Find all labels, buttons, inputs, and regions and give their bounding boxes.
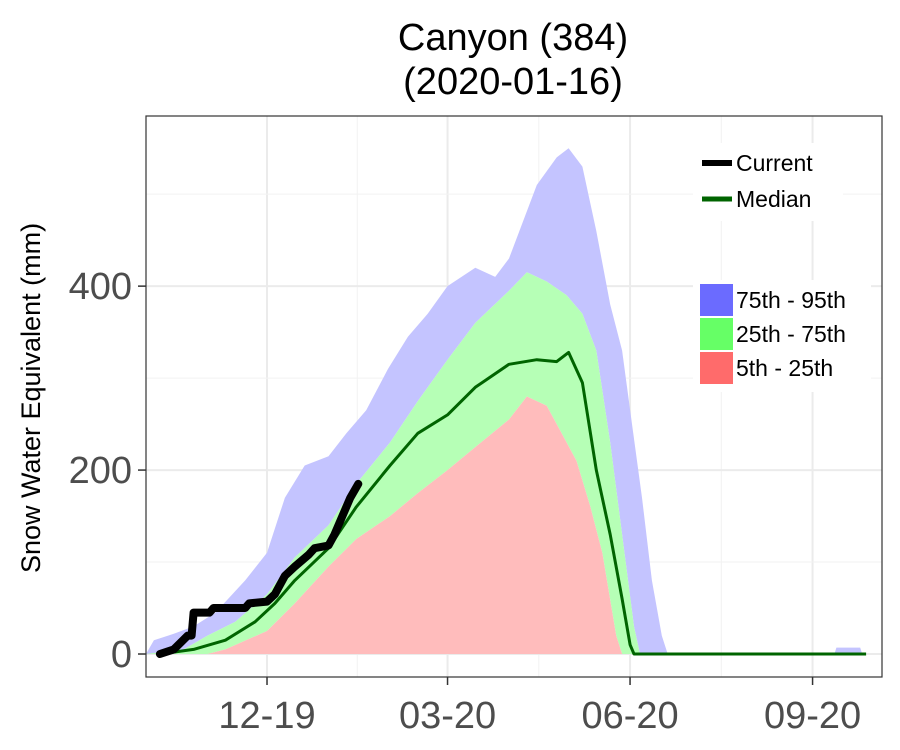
legend-fill-swatch: [700, 318, 733, 350]
x-tick-label: 03-20: [399, 695, 496, 737]
legend-fill-label: 5th - 25th: [736, 355, 833, 381]
chart-subtitle: (2020-01-16): [403, 61, 623, 103]
x-tick-label: 12-19: [218, 695, 315, 737]
band-75th-95th: [146, 148, 863, 654]
legend-lines-box: [693, 143, 843, 221]
legend-line-label: Current: [736, 150, 813, 176]
legend-fill-label: 25th - 75th: [736, 321, 846, 347]
y-tick-label: 0: [111, 634, 132, 676]
legend-fill-swatch: [700, 352, 733, 384]
band-5th-25th: [146, 396, 623, 654]
current-line: [155, 479, 363, 658]
y-tick-label: 200: [69, 450, 132, 492]
x-tick-label: 09-20: [764, 695, 861, 737]
legend-fill-swatch: [700, 284, 733, 316]
chart-title: Canyon (384): [398, 17, 628, 59]
y-axis-label: Snow Water Equivalent (mm): [16, 223, 46, 573]
legend-line-label: Median: [736, 186, 811, 212]
y-axis: 0 200 400: [69, 266, 146, 676]
plot-border: [145, 115, 883, 678]
series-lines: [155, 350, 867, 658]
x-tick-label: 06-20: [581, 695, 678, 737]
median-line: [159, 350, 867, 656]
x-axis: 12-19 03-20 06-20 09-20: [218, 677, 861, 737]
legend-fill-label: 75th - 95th: [736, 287, 846, 313]
y-tick-label: 400: [69, 266, 132, 308]
legend: Current Median 75th - 95th 25th - 75th 5th -…: [693, 143, 871, 392]
